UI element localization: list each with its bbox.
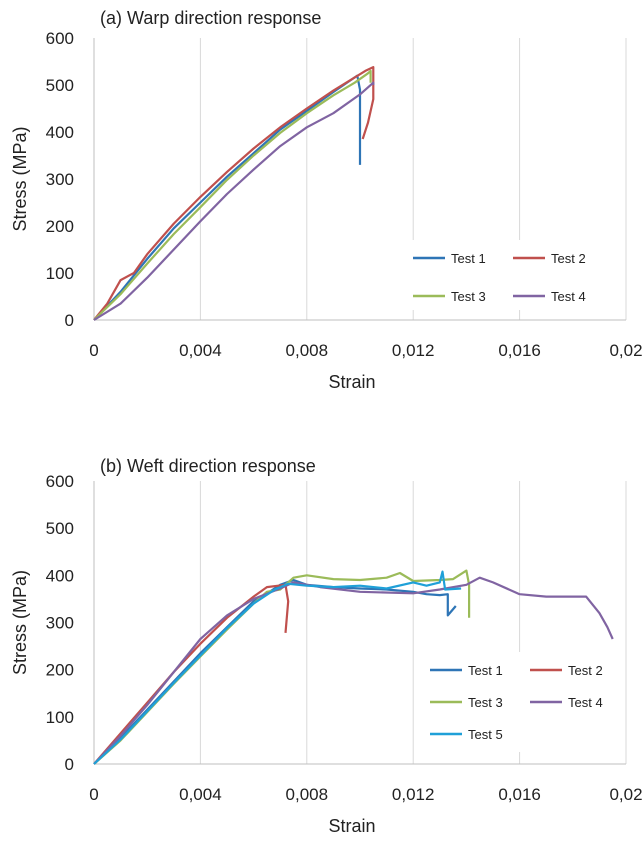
y-tick-label: 200 (46, 661, 74, 680)
y-tick-label: 300 (46, 614, 74, 633)
y-tick-label: 500 (46, 76, 74, 95)
legend-label: Test 3 (468, 695, 503, 710)
series-line-4 (93, 81, 375, 321)
x-tick-label: 0 (89, 341, 98, 360)
y-tick-label: 200 (46, 217, 74, 236)
x-axis-label: Strain (328, 372, 375, 392)
y-axis-label: Stress (MPa) (10, 126, 30, 231)
legend-label: Test 3 (451, 289, 486, 304)
x-tick-label: 0 (89, 785, 98, 804)
x-tick-label: 0,02 (609, 341, 642, 360)
chart-panel-1: (b) Weft direction response 0 0,004 0,008 0,… (10, 456, 643, 836)
chart-title: (b) Weft direction response (100, 456, 316, 476)
legend-box (403, 240, 603, 310)
legend: Test 1 Test 2 Test 3 Test 4 Test 5 (420, 652, 620, 752)
y-tick-label: 0 (65, 755, 74, 774)
y-tick-label: 600 (46, 29, 74, 48)
series-line-4 (93, 576, 614, 765)
y-tick-label: 300 (46, 170, 74, 189)
x-tick-label: 0,02 (609, 785, 642, 804)
y-tick-label: 400 (46, 566, 74, 585)
legend-label: Test 5 (468, 727, 503, 742)
y-tick-label: 100 (46, 708, 74, 727)
x-tick-label: 0,016 (498, 785, 541, 804)
series-line-1 (93, 74, 362, 321)
x-tick-label: 0,012 (392, 785, 435, 804)
x-tick-label: 0,012 (392, 341, 435, 360)
legend-label: Test 1 (468, 663, 503, 678)
legend-label: Test 2 (551, 251, 586, 266)
chart-panel-0: (a) Warp direction response 0 0,004 0,008 0,… (10, 8, 643, 392)
x-tick-label: 0,008 (286, 785, 329, 804)
series-line-5 (93, 570, 462, 765)
series-line-2 (93, 66, 375, 321)
chart-title: (a) Warp direction response (100, 8, 321, 28)
series-line-2 (93, 583, 290, 765)
y-tick-label: 400 (46, 123, 74, 142)
series-line-3 (93, 69, 372, 321)
y-tick-label: 500 (46, 519, 74, 538)
x-tick-label: 0,016 (498, 341, 541, 360)
x-axis-label: Strain (328, 816, 375, 836)
y-tick-label: 600 (46, 472, 74, 491)
y-tick-label: 100 (46, 264, 74, 283)
x-tick-label: 0,004 (179, 341, 222, 360)
legend-label: Test 4 (551, 289, 586, 304)
y-tick-label: 0 (65, 311, 74, 330)
legend-label: Test 4 (568, 695, 603, 710)
legend-label: Test 1 (451, 251, 486, 266)
y-axis-label: Stress (MPa) (10, 570, 30, 675)
legend-label: Test 2 (568, 663, 603, 678)
series-line-1 (93, 578, 457, 765)
legend: Test 1 Test 2 Test 3 Test 4 (403, 240, 603, 310)
x-tick-label: 0,004 (179, 785, 222, 804)
x-tick-label: 0,008 (286, 341, 329, 360)
